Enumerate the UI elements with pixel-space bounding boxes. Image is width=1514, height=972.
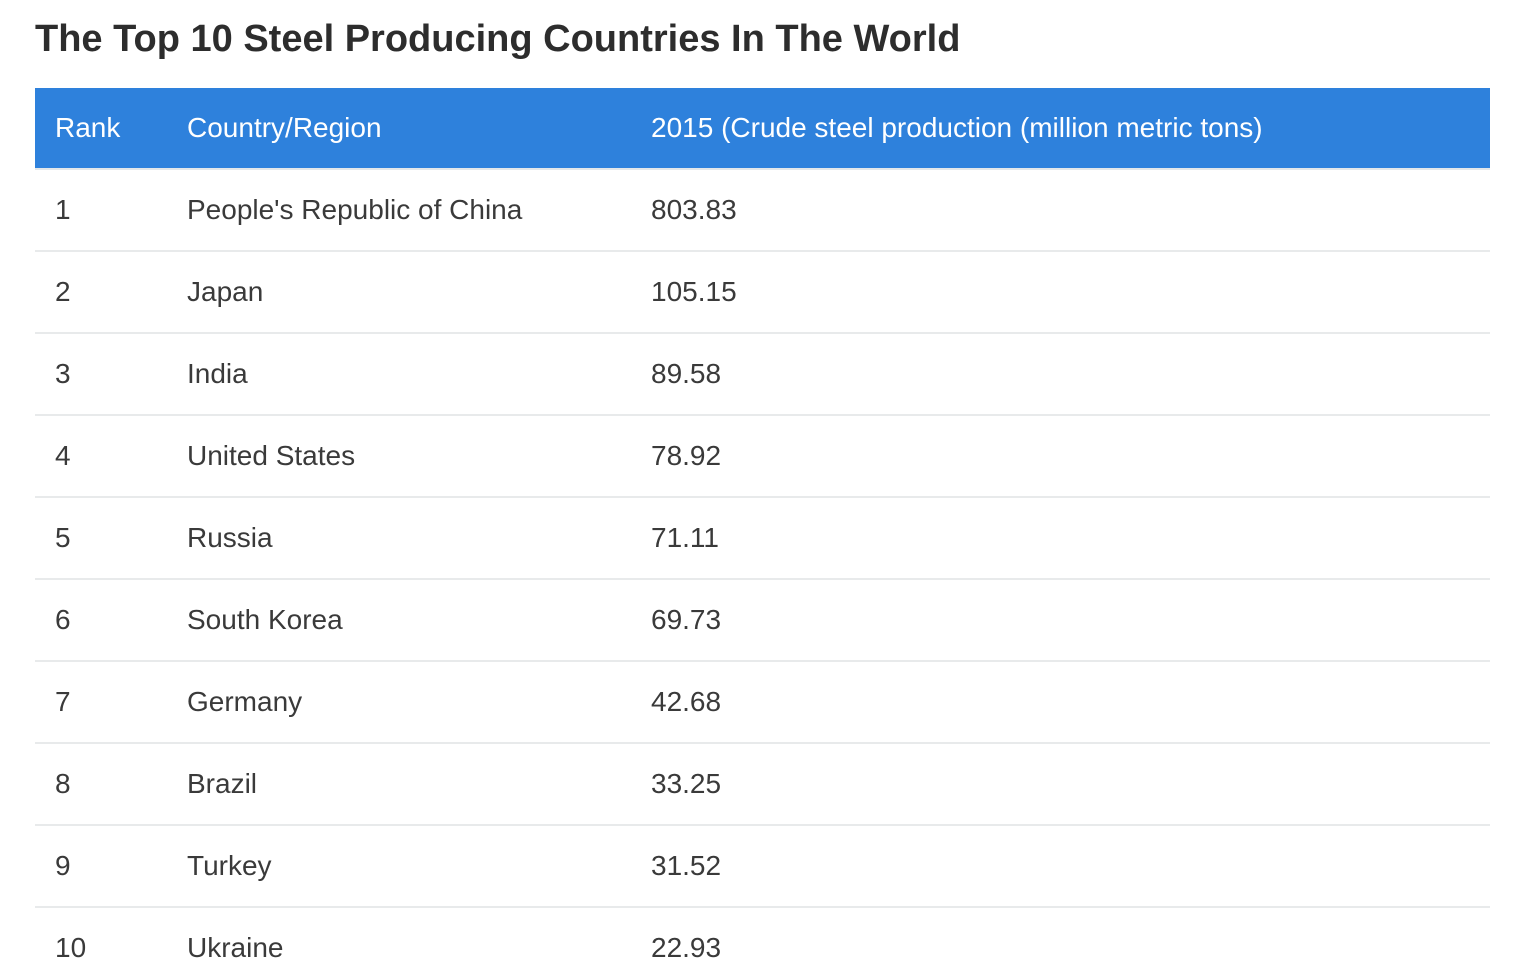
table-row: 4 United States 78.92 [35, 414, 1490, 498]
value-cell: 71.11 [651, 496, 1490, 580]
table-row: 8 Brazil 33.25 [35, 742, 1490, 826]
value-cell: 78.92 [651, 414, 1490, 498]
rank-cell: 7 [35, 660, 187, 744]
steel-production-table: Rank Country/Region 2015 (Crude steel pr… [35, 87, 1490, 972]
country-cell: South Korea [187, 578, 651, 662]
column-header-rank: Rank [35, 87, 187, 170]
rank-cell: 5 [35, 496, 187, 580]
value-cell: 89.58 [651, 332, 1490, 416]
table-row: 9 Turkey 31.52 [35, 824, 1490, 908]
rank-cell: 3 [35, 332, 187, 416]
value-cell: 803.83 [651, 168, 1490, 252]
value-cell: 69.73 [651, 578, 1490, 662]
table-row: 1 People's Republic of China 803.83 [35, 168, 1490, 252]
country-cell: People's Republic of China [187, 168, 651, 252]
table-body: 1 People's Republic of China 803.83 2 Ja… [35, 168, 1490, 972]
country-cell: Japan [187, 250, 651, 334]
value-cell: 22.93 [651, 906, 1490, 972]
country-cell: India [187, 332, 651, 416]
header-row: Rank Country/Region 2015 (Crude steel pr… [35, 87, 1490, 170]
table-row: 10 Ukraine 22.93 [35, 906, 1490, 972]
column-header-2015: 2015 (Crude steel production (million me… [651, 87, 1490, 170]
country-cell: Russia [187, 496, 651, 580]
rank-cell: 2 [35, 250, 187, 334]
country-cell: Brazil [187, 742, 651, 826]
page-title: The Top 10 Steel Producing Countries In … [35, 18, 961, 60]
country-cell: United States [187, 414, 651, 498]
value-cell: 33.25 [651, 742, 1490, 826]
table-row: 3 India 89.58 [35, 332, 1490, 416]
country-cell: Turkey [187, 824, 651, 908]
table-row: 7 Germany 42.68 [35, 660, 1490, 744]
value-cell: 42.68 [651, 660, 1490, 744]
rank-cell: 1 [35, 168, 187, 252]
rank-cell: 6 [35, 578, 187, 662]
country-cell: Ukraine [187, 906, 651, 972]
table-header: Rank Country/Region 2015 (Crude steel pr… [35, 87, 1490, 170]
table-row: 2 Japan 105.15 [35, 250, 1490, 334]
rank-cell: 9 [35, 824, 187, 908]
rank-cell: 8 [35, 742, 187, 826]
column-header-country: Country/Region [187, 87, 651, 170]
country-cell: Germany [187, 660, 651, 744]
value-cell: 31.52 [651, 824, 1490, 908]
value-cell: 105.15 [651, 250, 1490, 334]
table-row: 5 Russia 71.11 [35, 496, 1490, 580]
rank-cell: 10 [35, 906, 187, 972]
table-row: 6 South Korea 69.73 [35, 578, 1490, 662]
rank-cell: 4 [35, 414, 187, 498]
